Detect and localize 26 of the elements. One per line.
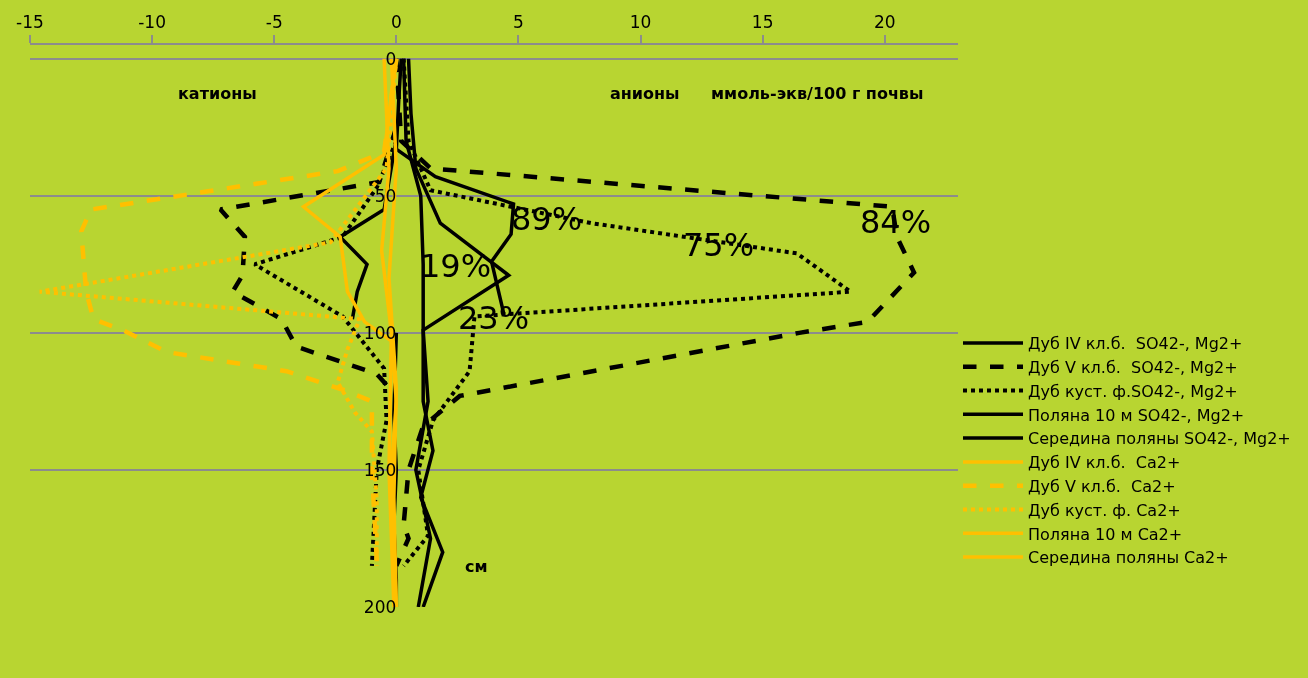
annotation: анионы <box>610 84 680 103</box>
y-tick-label: 0 <box>385 48 397 69</box>
legend-label: Дуб куст. ф.SO42-, Mg2+ <box>1028 381 1238 401</box>
legend-label: Середина поляны Ca2+ <box>1028 548 1229 568</box>
annotation: катионы <box>178 84 257 103</box>
x-tick-label: 20 <box>873 12 896 33</box>
x-tick-label: 10 <box>629 12 652 33</box>
legend-label: Дуб IV кл.б. SO42-, Mg2+ <box>1028 334 1243 354</box>
y-axis-title: см <box>465 557 488 576</box>
y-tick-label: 100 <box>363 322 397 343</box>
x-tick-label: 5 <box>513 12 524 33</box>
y-tick-label: 50 <box>374 185 397 206</box>
legend-label: Поляна 10 м Ca2+ <box>1028 524 1183 544</box>
x-tick-label: 15 <box>751 12 774 33</box>
y-tick-label: 150 <box>363 459 397 480</box>
x-tick-label: -5 <box>265 12 283 33</box>
legend-label: Дуб V кл.б. Ca2+ <box>1028 476 1176 496</box>
legend-label: Дуб IV кл.б. Ca2+ <box>1028 453 1181 473</box>
x-axis-title: ммоль-экв/100 г почвы <box>711 84 924 103</box>
y-tick-label: 200 <box>363 596 397 617</box>
legend-label: Поляна 10 м SO42-, Mg2+ <box>1028 405 1245 425</box>
legend-label: Середина поляны SO42-, Mg2+ <box>1028 429 1291 449</box>
x-tick-label: -10 <box>138 12 166 33</box>
x-tick-label: -15 <box>16 12 44 33</box>
legend-label: Дуб V кл.б. SO42-, Mg2+ <box>1028 357 1238 377</box>
legend-label: Дуб куст. ф. Ca2+ <box>1028 500 1181 520</box>
